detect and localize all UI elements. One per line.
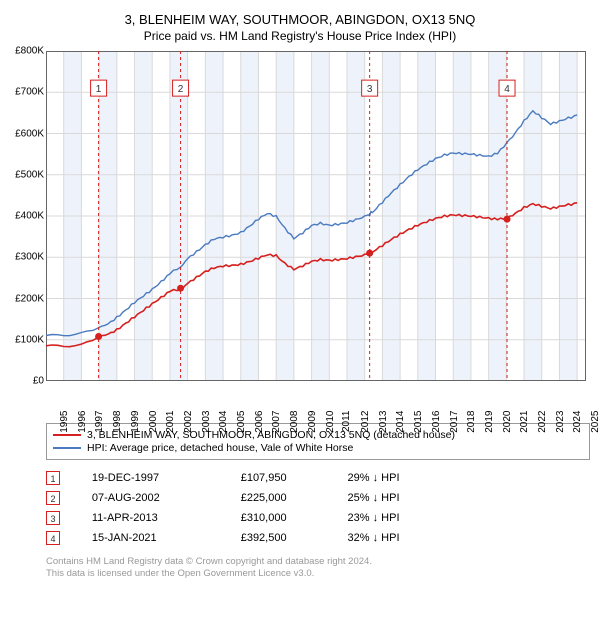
chart-container: £0£100K£200K£300K£400K£500K£600K£700K£80… bbox=[10, 51, 590, 415]
x-tick-label: 2002 bbox=[183, 411, 194, 433]
x-tick-label: 2019 bbox=[484, 411, 495, 433]
x-tick-label: 2001 bbox=[165, 411, 176, 433]
tx-date: 15-JAN-2021 bbox=[92, 528, 241, 548]
x-tick-label: 2003 bbox=[200, 411, 211, 433]
x-axis-labels: 1995199619971998199920002001200220032004… bbox=[46, 381, 586, 415]
footer-line-2: This data is licensed under the Open Gov… bbox=[46, 568, 590, 580]
x-tick-label: 2012 bbox=[360, 411, 371, 433]
page-title: 3, BLENHEIM WAY, SOUTHMOOR, ABINGDON, OX… bbox=[10, 12, 590, 27]
page-subtitle: Price paid vs. HM Land Registry's House … bbox=[10, 29, 590, 43]
tx-date: 11-APR-2013 bbox=[92, 508, 241, 528]
legend-item: HPI: Average price, detached house, Vale… bbox=[53, 442, 583, 454]
x-tick-label: 2015 bbox=[413, 411, 424, 433]
x-tick-label: 1995 bbox=[59, 411, 70, 433]
svg-text:2: 2 bbox=[178, 84, 184, 95]
price-chart: 1 2 3 4 bbox=[46, 51, 586, 381]
x-tick-label: 2000 bbox=[147, 411, 158, 433]
y-tick-label: £700K bbox=[15, 87, 44, 98]
x-tick-label: 2017 bbox=[448, 411, 459, 433]
svg-text:4: 4 bbox=[504, 84, 510, 95]
y-tick-label: £300K bbox=[15, 252, 44, 263]
x-tick-label: 2020 bbox=[501, 411, 512, 433]
y-tick-label: £500K bbox=[15, 169, 44, 180]
tx-price: £225,000 bbox=[241, 488, 348, 508]
x-tick-label: 2022 bbox=[537, 411, 548, 433]
table-row: 3 11-APR-2013£310,00023% ↓ HPI bbox=[46, 508, 466, 528]
x-tick-label: 2018 bbox=[466, 411, 477, 433]
x-tick-label: 2007 bbox=[271, 411, 282, 433]
table-row: 1 19-DEC-1997£107,95029% ↓ HPI bbox=[46, 468, 466, 488]
tx-delta: 25% ↓ HPI bbox=[348, 488, 466, 508]
x-tick-label: 2011 bbox=[341, 411, 352, 433]
tx-delta: 32% ↓ HPI bbox=[348, 528, 466, 548]
legend-label: HPI: Average price, detached house, Vale… bbox=[87, 442, 353, 454]
marker-box: 4 bbox=[46, 531, 60, 545]
x-tick-label: 2010 bbox=[324, 411, 335, 433]
y-tick-label: £600K bbox=[15, 128, 44, 139]
y-tick-label: £200K bbox=[15, 293, 44, 304]
footer-attribution: Contains HM Land Registry data © Crown c… bbox=[46, 556, 590, 581]
y-tick-label: £400K bbox=[15, 211, 44, 222]
legend-swatch bbox=[53, 447, 81, 449]
tx-delta: 29% ↓ HPI bbox=[348, 468, 466, 488]
marker-box: 3 bbox=[46, 511, 60, 525]
x-tick-label: 2005 bbox=[236, 411, 247, 433]
x-tick-label: 1996 bbox=[76, 411, 87, 433]
x-tick-label: 2016 bbox=[431, 411, 442, 433]
x-tick-label: 2023 bbox=[554, 411, 565, 433]
x-tick-label: 2025 bbox=[590, 411, 600, 433]
legend-swatch bbox=[53, 434, 81, 436]
x-tick-label: 2008 bbox=[289, 411, 300, 433]
tx-price: £310,000 bbox=[241, 508, 348, 528]
transactions-table: 1 19-DEC-1997£107,95029% ↓ HPI 2 07-AUG-200… bbox=[46, 468, 466, 548]
x-tick-label: 2006 bbox=[254, 411, 265, 433]
x-tick-label: 2021 bbox=[519, 411, 530, 433]
y-tick-label: £800K bbox=[15, 46, 44, 57]
svg-text:1: 1 bbox=[96, 84, 102, 95]
x-tick-label: 2024 bbox=[572, 411, 583, 433]
x-tick-label: 2013 bbox=[377, 411, 388, 433]
y-tick-label: £100K bbox=[15, 334, 44, 345]
x-tick-label: 2014 bbox=[395, 411, 406, 433]
table-row: 2 07-AUG-2002£225,00025% ↓ HPI bbox=[46, 488, 466, 508]
y-axis-labels: £0£100K£200K£300K£400K£500K£600K£700K£80… bbox=[10, 51, 46, 381]
marker-box: 1 bbox=[46, 471, 60, 485]
x-tick-label: 1998 bbox=[112, 411, 123, 433]
svg-text:3: 3 bbox=[367, 84, 373, 95]
footer-line-1: Contains HM Land Registry data © Crown c… bbox=[46, 556, 590, 568]
y-tick-label: £0 bbox=[33, 376, 44, 387]
tx-price: £392,500 bbox=[241, 528, 348, 548]
tx-delta: 23% ↓ HPI bbox=[348, 508, 466, 528]
x-tick-label: 2004 bbox=[218, 411, 229, 433]
x-tick-label: 2009 bbox=[307, 411, 318, 433]
x-tick-label: 1999 bbox=[130, 411, 141, 433]
tx-price: £107,950 bbox=[241, 468, 348, 488]
marker-box: 2 bbox=[46, 491, 60, 505]
x-tick-label: 1997 bbox=[94, 411, 105, 433]
tx-date: 07-AUG-2002 bbox=[92, 488, 241, 508]
table-row: 4 15-JAN-2021£392,50032% ↓ HPI bbox=[46, 528, 466, 548]
tx-date: 19-DEC-1997 bbox=[92, 468, 241, 488]
